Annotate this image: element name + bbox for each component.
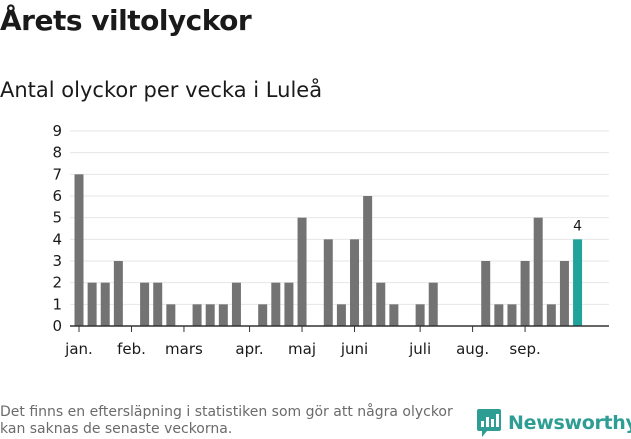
x-tick-label: juni — [340, 340, 368, 358]
x-tick-label: apr. — [235, 340, 263, 358]
newsworthy-logo: Newsworthy — [476, 407, 631, 439]
y-tick-label: 7 — [52, 165, 62, 183]
y-tick-label: 8 — [52, 144, 62, 162]
y-tick-label: 4 — [52, 230, 62, 248]
bar — [428, 282, 438, 326]
bar — [271, 282, 281, 326]
bar — [481, 261, 491, 326]
x-tick-label: sep. — [509, 340, 540, 358]
y-tick-label: 2 — [52, 274, 62, 292]
chart-subtitle: Antal olyckor per vecka i Luleå — [0, 78, 323, 102]
y-tick-label: 3 — [52, 252, 62, 270]
footnote: Det finns en eftersläpning i statistiken… — [0, 404, 453, 437]
bar — [284, 282, 294, 326]
bar — [507, 304, 517, 326]
bar — [205, 304, 215, 326]
data-label: 4 — [573, 218, 582, 234]
y-tick-label: 1 — [52, 295, 62, 313]
bar — [297, 217, 307, 326]
bar — [74, 174, 84, 326]
x-tick-label: aug. — [456, 340, 489, 358]
chart-title: Årets viltolyckor — [0, 4, 252, 37]
bar — [323, 239, 333, 326]
bar — [389, 304, 399, 326]
x-tick-label: feb. — [117, 340, 146, 358]
bar — [153, 282, 163, 326]
bar — [376, 282, 386, 326]
bar — [100, 282, 110, 326]
y-tick-label: 6 — [52, 187, 62, 205]
bar — [415, 304, 425, 326]
bar — [546, 304, 556, 326]
bar — [573, 239, 583, 326]
bar — [140, 282, 150, 326]
bar — [494, 304, 504, 326]
bar — [166, 304, 176, 326]
x-tick-label: juli — [408, 340, 431, 358]
newsworthy-chart-icon — [477, 409, 501, 437]
bar — [533, 217, 543, 326]
bar — [113, 261, 123, 326]
bar — [192, 304, 202, 326]
bar-chart: 0 1 2 3 4 5 6 7 8 9 4 jan. feb. mars apr. maj juni juli au… — [52, 122, 609, 358]
x-tick-label: jan. — [64, 340, 93, 358]
x-tick-label: mars — [165, 340, 203, 358]
y-tick-label: 5 — [52, 209, 62, 227]
bar — [258, 304, 268, 326]
bar — [520, 261, 530, 326]
bar — [87, 282, 97, 326]
y-tick-label: 0 — [52, 317, 62, 335]
y-tick-label: 9 — [52, 122, 62, 140]
bar — [336, 304, 346, 326]
bar — [559, 261, 569, 326]
bar — [363, 196, 373, 326]
logo-text: Newsworthy — [508, 412, 631, 434]
bar — [350, 239, 360, 326]
bar — [231, 282, 241, 326]
x-tick-label: maj — [288, 340, 316, 358]
bar — [218, 304, 228, 326]
